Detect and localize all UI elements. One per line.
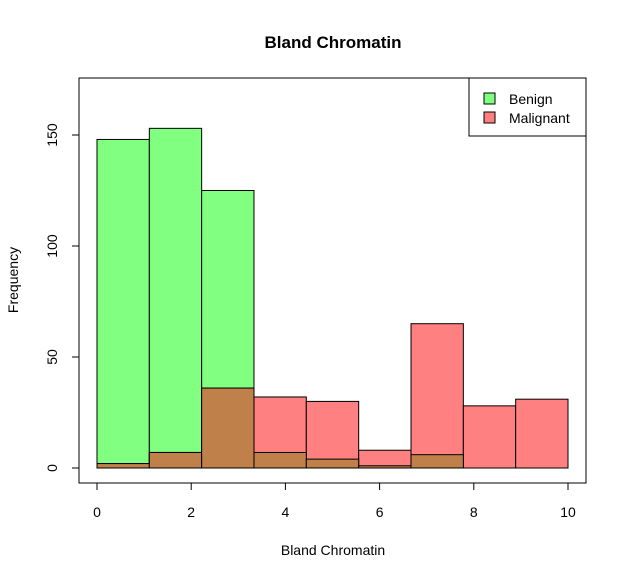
bar-overlap-4: [305, 458, 360, 469]
x-tick-label-2: 2: [187, 504, 195, 520]
bar-benign-1: [148, 127, 203, 469]
y-tick-label-150: 150: [44, 123, 60, 147]
chart-title: Bland Chromatin: [265, 33, 402, 52]
x-tick-label-4: 4: [282, 504, 290, 520]
legend-swatch-benign: [483, 92, 496, 105]
legend-label-malignant: Malignant: [509, 110, 570, 126]
y-axis: 0 50 100 150: [44, 123, 80, 472]
bar-overlap-5: [358, 465, 412, 469]
bar-malignant-8: [515, 398, 569, 469]
bar-overlap-2: [201, 387, 255, 469]
x-axis: 0 2 4 6 8 10: [93, 482, 576, 520]
legend-label-benign: Benign: [509, 91, 553, 107]
bar-overlap-0: [96, 463, 150, 469]
legend-swatch-malignant: [483, 111, 496, 124]
plot-frame: [78, 77, 587, 484]
x-tick-label-0: 0: [93, 504, 101, 520]
x-tick-label-8: 8: [470, 504, 478, 520]
legend: Benign Malignant: [468, 77, 587, 137]
bar-malignant-7: [462, 405, 517, 469]
y-tick-label-50: 50: [44, 349, 60, 365]
bar-overlap-1: [148, 451, 203, 469]
bar-benign-0: [96, 138, 150, 469]
y-tick-label-0: 0: [44, 464, 60, 472]
x-axis-label: Bland Chromatin: [281, 542, 385, 558]
bars-group: [96, 127, 569, 469]
bar-malignant-4: [305, 400, 360, 469]
x-tick-label-10: 10: [560, 504, 576, 520]
x-tick-label-6: 6: [376, 504, 384, 520]
legend-box: [468, 77, 587, 137]
y-tick-label-100: 100: [44, 234, 60, 258]
bar-overlap-6: [410, 454, 464, 469]
bar-malignant-6: [410, 323, 464, 469]
y-axis-label: Frequency: [5, 247, 21, 313]
bar-overlap-3: [253, 451, 307, 469]
